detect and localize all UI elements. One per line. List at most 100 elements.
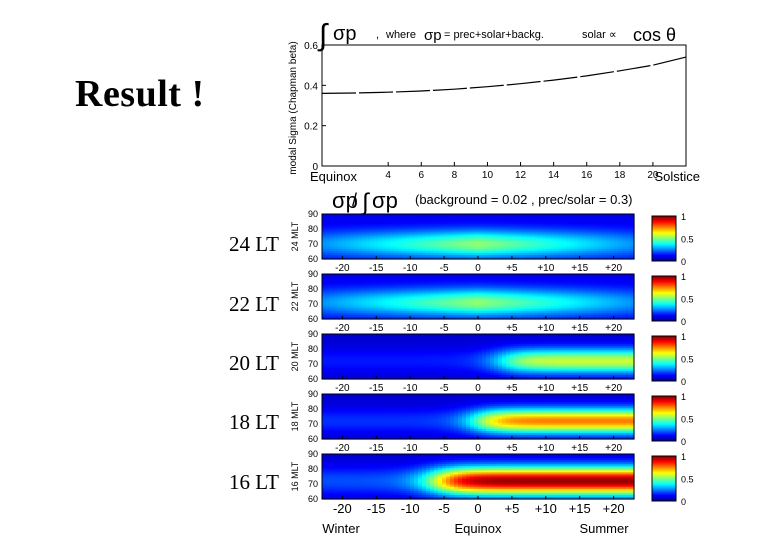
heatmap-cell	[382, 316, 387, 320]
heatmap-cell	[322, 374, 327, 378]
heatmap-cell	[618, 238, 623, 242]
heatmap-cell	[350, 360, 355, 364]
heatmap-cell	[338, 300, 343, 304]
heatmap-cell	[370, 286, 375, 289]
heatmap-cell	[526, 300, 531, 304]
heatmap-cell	[490, 246, 495, 250]
heatmap-cell	[386, 292, 391, 296]
heatmap-cell	[398, 360, 403, 364]
line-xtick-label: 14	[548, 170, 560, 181]
heatmap-cell	[510, 224, 515, 227]
heatmap-cell	[370, 308, 375, 312]
heatmap-cell	[554, 294, 559, 298]
heatmap-cell	[498, 294, 503, 298]
heatmap-cell	[574, 290, 579, 294]
heatmap-cell	[518, 224, 523, 227]
heatmap-cell	[490, 254, 495, 258]
heatmap-cell	[422, 216, 427, 219]
heatmap-cell	[502, 294, 507, 298]
heatmap-cell	[426, 288, 431, 291]
heatmap-cell	[538, 290, 543, 294]
heatmap-cell	[530, 282, 535, 285]
heatmap-cell	[482, 252, 487, 256]
heatmap-cell	[618, 254, 623, 258]
heatmap-cell	[550, 288, 555, 291]
heatmap-cell	[570, 308, 575, 312]
heatmap-cell	[494, 290, 499, 294]
heatmap-cell	[370, 348, 375, 351]
heatmap-cell	[350, 256, 355, 260]
heatmap-cell	[458, 220, 463, 223]
heatmap-cell	[510, 276, 515, 279]
heatmap-cell	[406, 284, 411, 287]
heatmap-cell	[630, 308, 635, 312]
heatmap-cell	[386, 358, 391, 362]
heatmap-cell	[566, 218, 571, 221]
heatmap-cell	[470, 288, 475, 291]
heatmap-cell	[474, 226, 479, 229]
heatmap-cell	[326, 308, 331, 312]
heatmap-ytick-label: 80	[308, 224, 318, 234]
heatmap-cell	[378, 278, 383, 281]
heatmap-cell	[574, 356, 579, 360]
heatmap-cell	[486, 336, 491, 339]
heatmap-cell	[374, 242, 379, 246]
heatmap-cell	[370, 342, 375, 345]
heatmap-cell	[414, 352, 419, 356]
heatmap-cell	[630, 222, 635, 225]
line-chart-frame	[321, 44, 687, 167]
heatmap-cell	[438, 348, 443, 351]
heatmap-cell	[458, 276, 463, 279]
heatmap-cell	[450, 338, 455, 341]
heatmap-cell	[606, 306, 611, 310]
heatmap-cell	[578, 242, 583, 246]
heatmap-cell	[474, 304, 479, 308]
heatmap-cell	[398, 294, 403, 298]
heatmap-cell	[598, 278, 603, 281]
heatmap-cell	[502, 364, 507, 368]
heatmap-cell	[450, 304, 455, 308]
heatmap-cell	[494, 344, 499, 347]
heatmap-cell	[542, 294, 547, 298]
heatmap-cell	[446, 372, 451, 376]
heatmap-cell	[326, 298, 331, 302]
heatmap-cell	[514, 250, 519, 254]
heatmap-cell	[534, 374, 539, 378]
heatmap-cell	[542, 252, 547, 256]
heatmap-cell	[486, 278, 491, 281]
heatmap-cell	[334, 218, 339, 221]
heatmap-cell	[498, 242, 503, 246]
heatmap-cell	[518, 242, 523, 246]
heatmap-cell	[390, 226, 395, 229]
heatmap-cell	[322, 286, 327, 289]
heatmap-cell	[574, 368, 579, 372]
heatmap-cell	[386, 234, 391, 238]
heatmap-cell	[334, 376, 339, 380]
heatmap-cell	[474, 284, 479, 287]
heatmap-cell	[502, 254, 507, 258]
heatmap-cell	[442, 276, 447, 279]
heatmap-cell	[610, 218, 615, 221]
heatmap-cell	[614, 298, 619, 302]
heatmap-cell	[422, 242, 427, 246]
heatmap-cell	[538, 338, 543, 341]
heatmap-cell	[466, 280, 471, 283]
heatmap-cell	[374, 348, 379, 351]
heatmap-cell	[558, 306, 563, 310]
heatmap-cell	[466, 244, 471, 248]
heatmap-cell	[462, 338, 467, 341]
heatmap-cell	[474, 356, 479, 360]
heatmap-cell	[502, 336, 507, 339]
heatmap-cell	[362, 286, 367, 289]
heatmap-cell	[398, 364, 403, 368]
heatmap-cell	[630, 248, 635, 252]
heatmap-cell	[582, 294, 587, 298]
heatmap-cell	[478, 358, 483, 362]
heatmap-cell	[334, 340, 339, 343]
heatmap-cell	[502, 348, 507, 351]
heatmap-cell	[498, 274, 503, 277]
heatmap-cell	[566, 290, 571, 294]
heatmap-cell	[406, 246, 411, 250]
heatmap-cell	[542, 274, 547, 277]
heatmap-cell	[378, 224, 383, 227]
